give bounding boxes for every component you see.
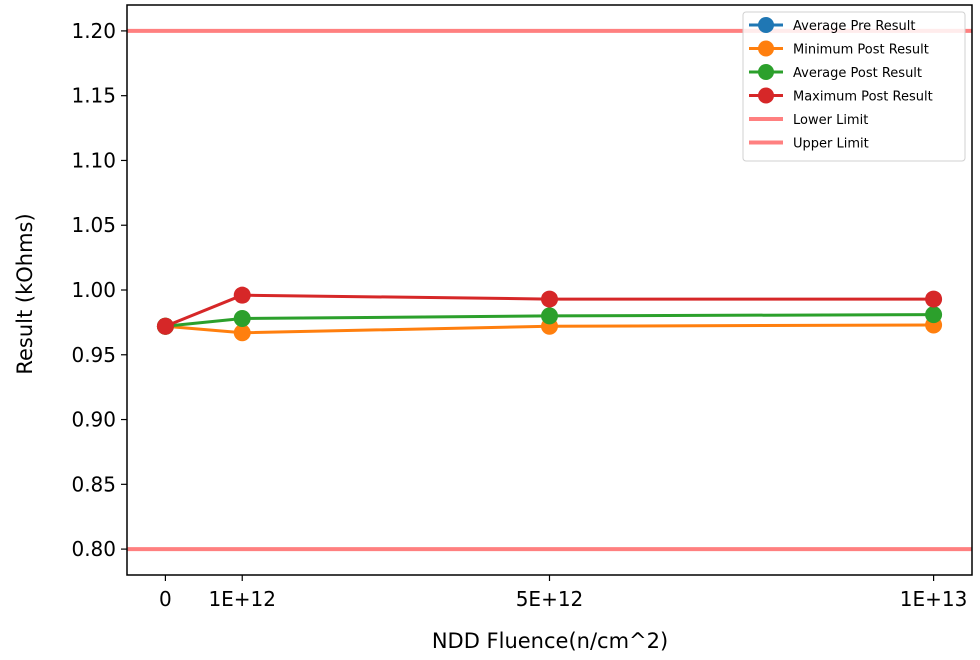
legend-box [742, 11, 966, 162]
x-axis: 0 1E+12 5E+12 1E+13 [159, 575, 967, 611]
maximum-post-result-point [541, 290, 558, 308]
average-post-result-point [925, 306, 943, 324]
y-tick-label: 1.15 [71, 84, 116, 108]
x-tick-label: 5E+12 [516, 587, 584, 611]
average-post-result-point [541, 307, 558, 325]
y-axis: 0.80 0.85 0.90 0.95 1.00 1.05 1.10 1.15 1.20 [71, 19, 127, 561]
y-tick-label: 0.80 [71, 537, 116, 561]
minimum-post-result-point [233, 324, 251, 342]
x-tick-label: 1E+13 [900, 587, 968, 611]
plot-area [126, 4, 973, 576]
legend-label-upper-limit: Upper Limit [793, 137, 869, 152]
legend-marker-maximum-post-result [758, 87, 774, 104]
x-tick-label: 1E+12 [208, 587, 276, 611]
y-axis-label: Result (kOhms) [13, 213, 37, 374]
maximum-post-result-point [925, 290, 943, 308]
y-tick-label: 1.20 [71, 19, 116, 43]
legend-label-minimum-post-result: Minimum Post Result [793, 43, 929, 58]
legend-marker-average-post-result [758, 64, 774, 80]
y-tick-label: 0.90 [71, 408, 116, 432]
y-tick-label: 0.95 [71, 343, 116, 367]
maximum-post-result-point [233, 286, 251, 304]
x-axis-label: NDD Fluence(n/cm^2) [432, 629, 668, 653]
maximum-post-result-point [156, 317, 174, 335]
legend-marker-average-pre-result [758, 17, 774, 33]
y-tick-label: 1.05 [71, 213, 116, 237]
y-tick-label: 1.00 [71, 278, 116, 302]
legend-label-maximum-post-result: Maximum Post Result [793, 90, 933, 105]
minimum-post-result-line [165, 323, 934, 335]
y-tick-label: 0.85 [71, 472, 116, 496]
y-tick-label: 1.10 [71, 148, 116, 172]
average-post-result-line [165, 313, 934, 328]
legend-marker-minimum-post-result [758, 40, 774, 57]
legend-label-lower-limit: Lower Limit [793, 113, 868, 128]
legend-label-average-post-result: Average Post Result [793, 66, 922, 81]
maximum-post-result-line [164, 293, 934, 328]
average-post-result-point [233, 310, 251, 327]
x-tick-label: 0 [159, 587, 172, 611]
legend-label-average-pre-result: Average Pre Result [793, 19, 915, 34]
legend: Average Pre Result Minimum Post Result Ave… [742, 11, 966, 162]
